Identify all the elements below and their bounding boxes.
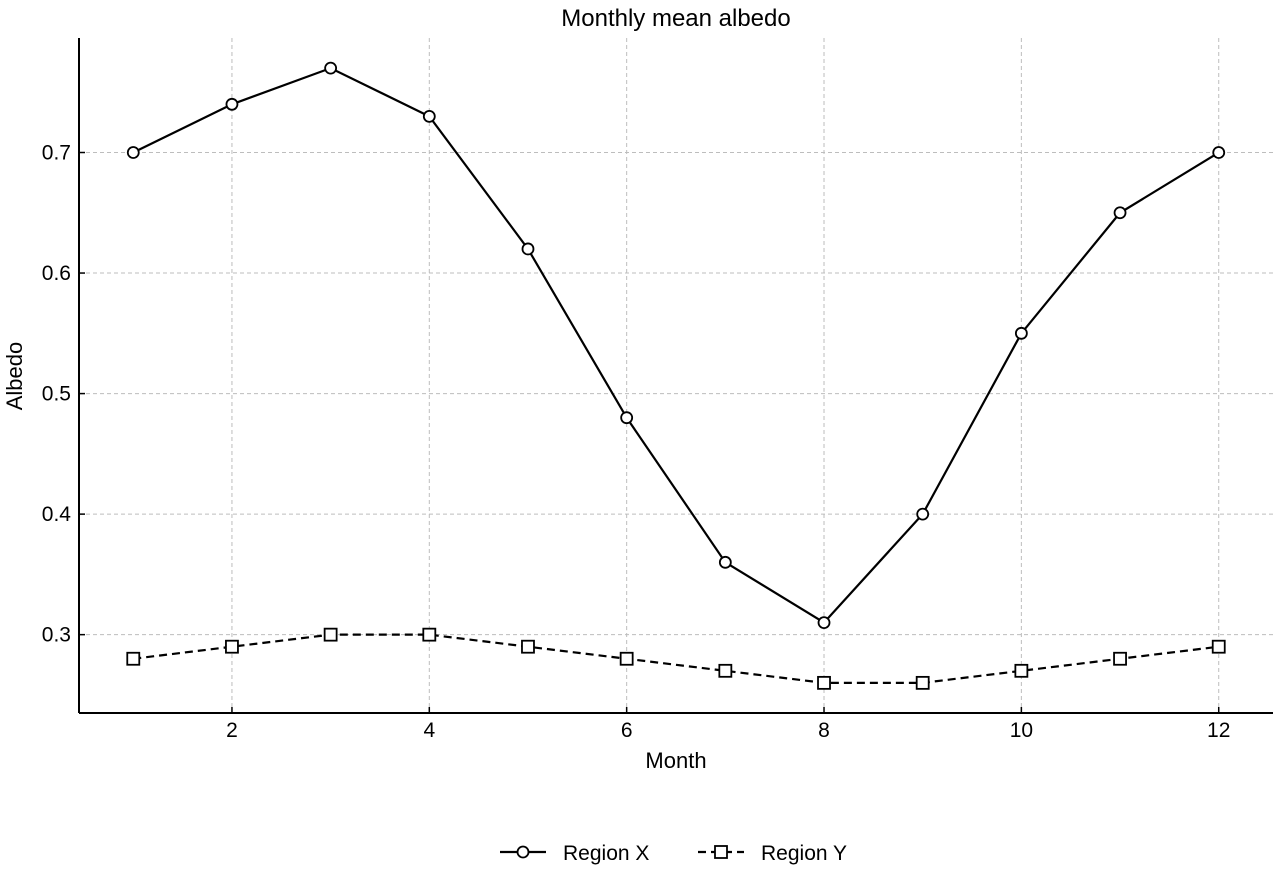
data-point: [126, 146, 140, 159]
data-point: [1212, 146, 1226, 159]
x-tick-label: 10: [1010, 719, 1033, 742]
data-point: [718, 555, 732, 569]
data-point: [324, 61, 338, 75]
data-point: [916, 507, 930, 521]
data-point: [1211, 639, 1226, 654]
data-point: [422, 109, 436, 123]
legend-square-marker: [714, 845, 728, 859]
data-series: [126, 61, 1226, 690]
data-point: [1014, 663, 1029, 678]
data-point: [126, 651, 141, 666]
data-point: [323, 627, 338, 642]
series-region-x: [126, 61, 1226, 629]
data-point: [422, 627, 437, 642]
data-point: [718, 663, 733, 678]
tick-marks: 2 4 6 8 10 12 0.3 0.4 0.5 0.6 0.7: [42, 142, 1231, 742]
data-point: [619, 651, 634, 666]
data-point: [817, 616, 831, 629]
legend-label: Region X: [563, 842, 649, 865]
legend-item: Region Y: [698, 842, 847, 865]
data-point: [225, 97, 239, 111]
grid-lines: [79, 38, 1273, 713]
y-tick-label: 0.3: [42, 624, 71, 647]
y-tick-label: 0.5: [42, 383, 71, 406]
x-tick-label: 2: [226, 719, 238, 742]
data-point: [521, 242, 535, 256]
x-tick-label: 8: [818, 719, 830, 742]
axes: [78, 38, 1273, 714]
x-tick-label: 12: [1207, 719, 1230, 742]
y-tick-label: 0.7: [42, 142, 71, 165]
data-point: [817, 675, 831, 690]
legend-label: Region Y: [761, 842, 847, 865]
legend: Region X Region Y: [500, 842, 847, 865]
legend-circle-marker: [516, 845, 530, 859]
series-region-y: [126, 627, 1226, 690]
x-tick-label: 6: [621, 719, 633, 742]
y-tick-label: 0.4: [42, 503, 72, 526]
data-point: [521, 639, 535, 654]
x-tick-label: 4: [423, 719, 435, 742]
x-axis-label: Month: [645, 748, 706, 773]
y-tick-label: 0.6: [42, 262, 71, 285]
chart-title: Monthly mean albedo: [561, 5, 790, 32]
data-point: [915, 675, 930, 690]
data-point: [225, 639, 239, 654]
data-point: [1113, 206, 1127, 220]
data-point: [1113, 651, 1127, 666]
data-point: [1014, 326, 1028, 340]
data-point: [620, 411, 634, 425]
series-line: [132, 66, 1220, 625]
series-line: [133, 633, 1219, 684]
legend-item: Region X: [500, 842, 649, 865]
y-axis-label: Albedo: [2, 342, 27, 411]
